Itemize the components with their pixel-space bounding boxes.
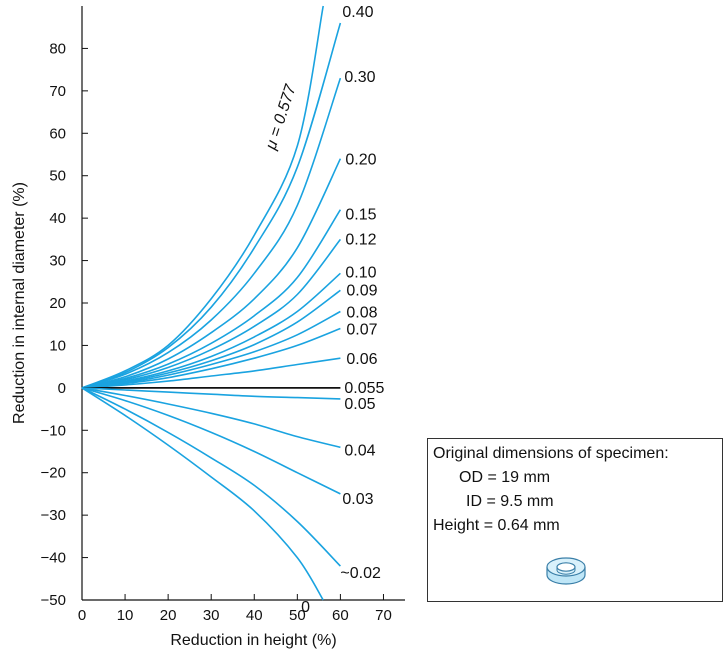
curve-label: 0.08 [346,304,377,321]
y-tick-label: −50 [41,592,66,609]
curve-line [81,158,342,389]
y-tick-label: −10 [41,422,66,439]
curve-labels: μ = 0.577 0.40 0.30 0.20 0.15 0.12 0.100.09 0.0… [263,4,385,616]
x-tick-label: 10 [117,607,134,624]
y-axis-label: Reduction in internal diameter (%) [11,182,28,424]
x-tick-label: 50 [289,607,306,624]
x-tick-label: 20 [160,607,177,624]
curve-label: μ = 0.577 [263,82,301,153]
y-tick-label: 30 [49,253,66,270]
inner-diameter-text: ID = 9.5 mm [466,493,554,510]
y-tick-label: −30 [41,507,66,524]
specimen-dimensions-box: Original dimensions of specimen: OD = 19… [427,438,723,602]
curve-line [81,387,341,495]
y-tick-label: 40 [49,210,66,227]
y-tick-label: 70 [49,83,66,100]
curve-label: 0.12 [345,231,376,248]
curve-line [81,327,341,389]
y-tick-label: 20 [49,295,66,312]
curve-label: 0.15 [345,207,376,224]
curve-label: 0.10 [345,264,376,281]
specimen-box-title: Original dimensions of specimen: [433,445,669,462]
outer-diameter-text: OD = 19 mm [459,469,551,486]
height-text: Height = 0.64 mm [433,517,560,534]
curve-line [81,289,341,389]
axes: 0 10 20 30 40 50 60 70 −50 −40 −30 −20 −10 0 10 20 30 40 5… [41,6,405,624]
ring-specimen-icon [546,557,586,585]
x-tick-label: 0 [78,607,86,624]
x-tick-label: 30 [203,607,220,624]
y-tick-label: 60 [49,125,66,142]
y-tick-label: −20 [41,465,66,482]
y-tick-label: 80 [49,40,66,57]
x-tick-label: 60 [332,607,349,624]
curves [81,5,342,601]
curve-label: 0.04 [344,442,375,459]
curve-label: 0 [301,599,310,616]
y-tick-label: 50 [49,168,66,185]
y-tick-label: 10 [49,337,66,354]
curve-line [81,387,341,449]
curve-line [81,238,342,389]
curve-line [81,357,341,389]
y-tick-label: −40 [41,550,66,567]
curve-line [81,77,342,389]
curve-label: 0.07 [346,321,377,338]
x-axis-label: Reduction in height (%) [170,632,336,649]
y-tick-label: 0 [58,380,66,397]
curve-line [81,22,342,389]
curve-line [81,387,341,567]
curve-label: 0.05 [344,396,375,413]
curve-label: ~0.02 [340,565,381,582]
curve-line [81,209,342,389]
curve-line [81,5,324,389]
x-tick-label: 70 [375,607,392,624]
curve-line [81,387,341,400]
curve-line [81,387,324,601]
curve-label: 0.09 [346,282,377,299]
curve-label: 0.055 [344,380,384,397]
curve-label: 0.20 [345,152,376,169]
curve-label: 0.03 [342,491,373,508]
x-tick-label: 40 [246,607,263,624]
curve-label: 0.40 [342,4,373,21]
curve-label: 0.30 [344,69,375,86]
curve-label: 0.06 [346,351,377,368]
